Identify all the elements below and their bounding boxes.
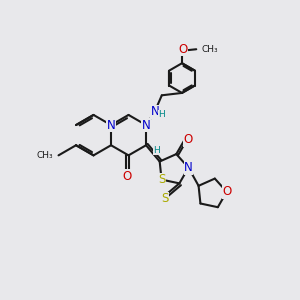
Text: N: N bbox=[107, 118, 116, 131]
Text: CH₃: CH₃ bbox=[37, 151, 53, 160]
Text: CH₃: CH₃ bbox=[202, 45, 218, 54]
Text: N: N bbox=[184, 161, 193, 174]
Text: N: N bbox=[151, 106, 159, 118]
Text: S: S bbox=[161, 192, 168, 206]
Text: O: O bbox=[184, 133, 193, 146]
Text: O: O bbox=[122, 169, 132, 183]
Text: H: H bbox=[158, 110, 165, 119]
Text: H: H bbox=[153, 146, 160, 155]
Text: O: O bbox=[222, 185, 231, 198]
Text: O: O bbox=[178, 43, 187, 56]
Text: N: N bbox=[142, 118, 150, 131]
Text: S: S bbox=[158, 173, 165, 186]
